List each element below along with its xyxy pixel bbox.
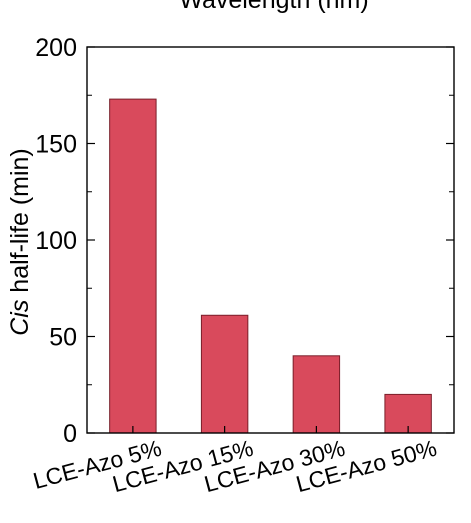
bar-3 <box>292 355 341 434</box>
y-tick-label: 200 <box>35 34 77 62</box>
y-tick-label: 50 <box>49 324 77 352</box>
y-axis-title: Cis half-life (min) <box>6 148 34 336</box>
y-tick-label: 150 <box>35 131 77 159</box>
bar-2 <box>200 314 249 434</box>
y-axis-title-italic: Cis <box>6 300 34 336</box>
x-ticks-group: LCE-Azo 5%LCE-Azo 15%LCE-Azo 30%LCE-Azo … <box>30 426 439 497</box>
y-ticks-group: 0 50 100 150 200 <box>35 34 454 448</box>
y-axis-title-rest: half-life (min) <box>6 148 34 299</box>
cropped-top-axis-label: Wavelength (nm) <box>179 0 368 14</box>
bar-1 <box>109 98 157 434</box>
bars-group <box>109 98 432 434</box>
y-tick-label: 100 <box>35 227 77 255</box>
plot-frame <box>86 46 455 434</box>
y-tick-label: 0 <box>63 420 77 448</box>
